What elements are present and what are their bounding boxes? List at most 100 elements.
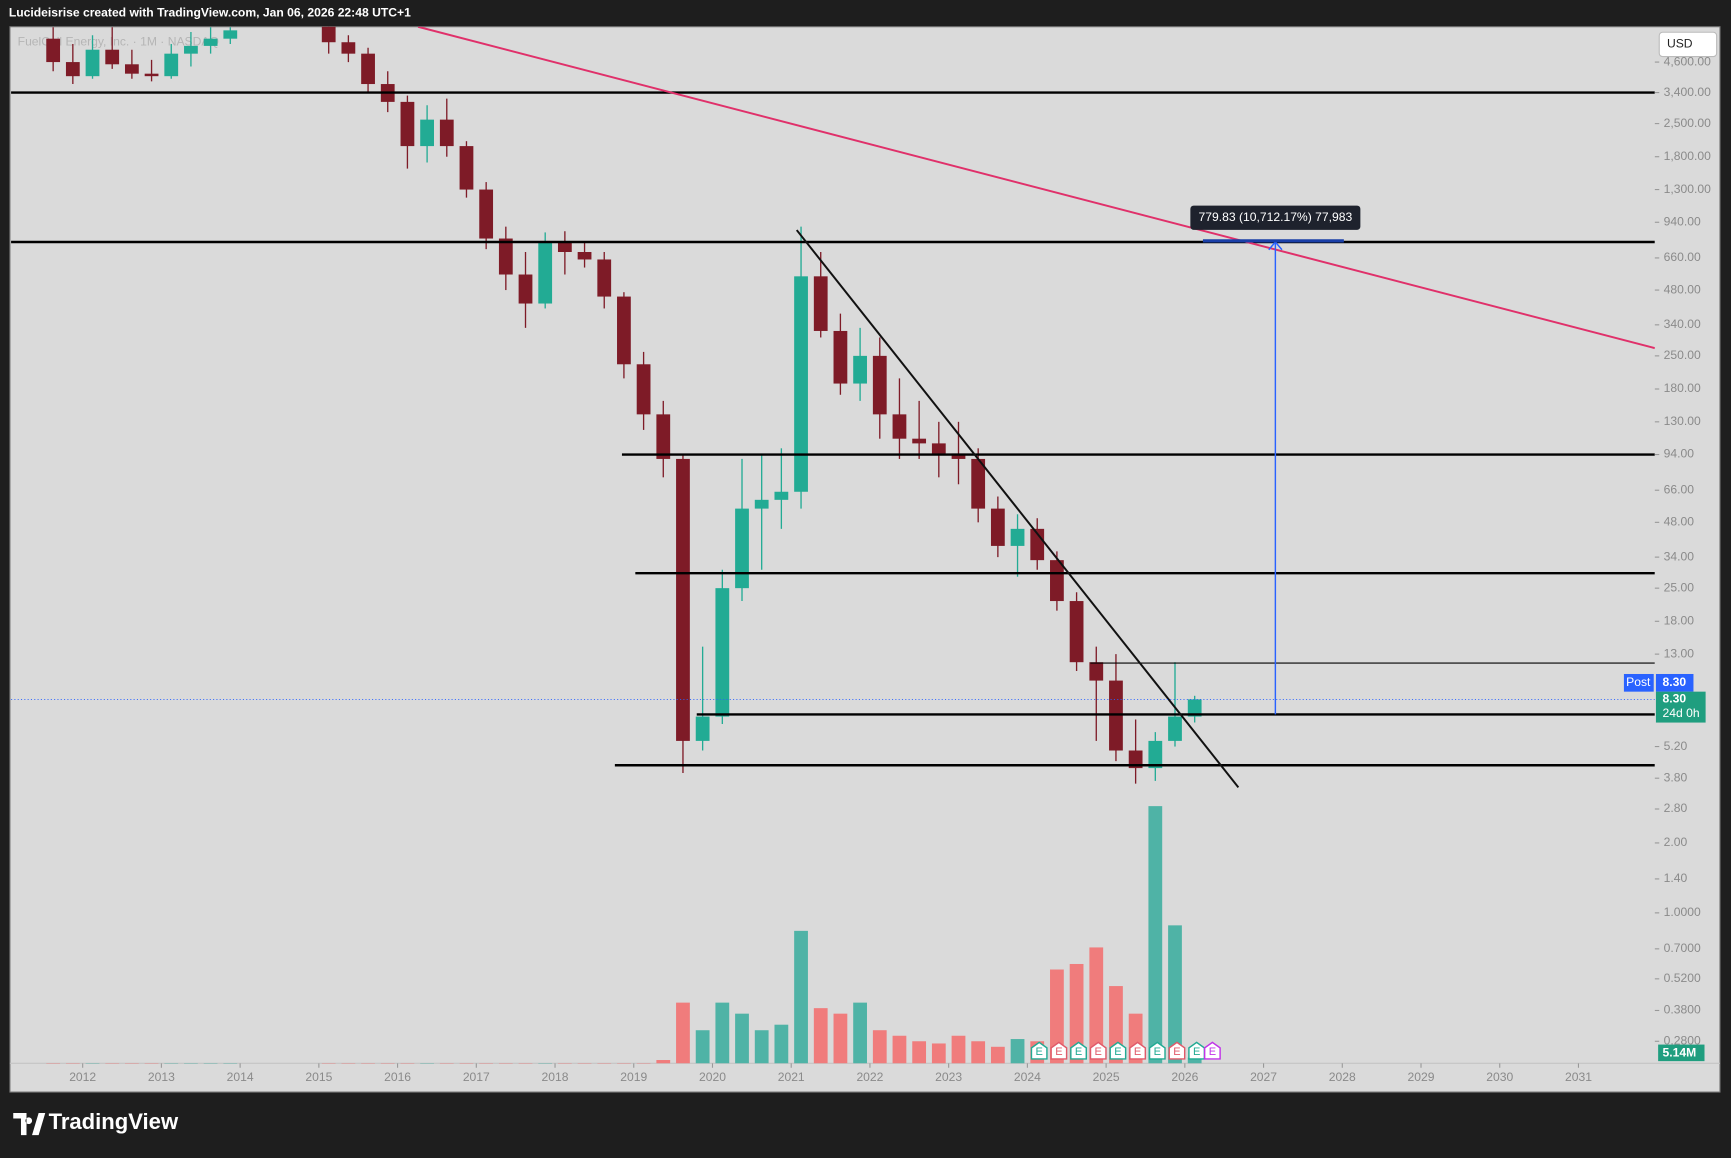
tv-logo: [13, 1113, 46, 1136]
earnings-marker: [1089, 1041, 1107, 1060]
volume-bar: [597, 1063, 612, 1064]
post-price: 8.30: [1663, 675, 1687, 689]
volume-bar: [951, 1035, 966, 1064]
x-tick-label: 2027: [1250, 1070, 1277, 1084]
volume-bar: [557, 1063, 572, 1064]
volume-bar: [459, 1063, 474, 1064]
volume-bar: [1069, 963, 1084, 1064]
candle-body: [754, 499, 769, 509]
candle-body: [971, 458, 986, 509]
header-caption: Lucideisrise created with TradingView.co…: [9, 6, 411, 20]
volume-bar: [853, 1002, 867, 1064]
x-tick-label: 2028: [1329, 1070, 1356, 1084]
earnings-marker: [1109, 1041, 1127, 1060]
volume-bar: [1010, 1039, 1025, 1064]
y-tick-label: 660.00: [1664, 250, 1701, 264]
volume-bar: [695, 1030, 710, 1064]
x-tick-label: 2022: [856, 1070, 883, 1084]
candle-body: [617, 296, 631, 365]
y-tick-label: 1.0000: [1664, 905, 1701, 919]
y-tick-label: 2.00: [1664, 835, 1688, 849]
y-tick-label: 1,800.00: [1664, 149, 1711, 163]
volume-bar: [636, 1063, 651, 1064]
axes: 4,600.00 3,400.00 2,500.00 1,800.00 1,300.00…: [69, 54, 1711, 1084]
candle-body: [341, 42, 356, 54]
y-tick-label: 180.00: [1664, 381, 1701, 395]
candle-body: [1050, 560, 1064, 602]
currency-button[interactable]: [1658, 31, 1718, 58]
y-tick-label: 3.80: [1664, 770, 1688, 784]
x-tick-label: 2016: [384, 1070, 411, 1084]
post-price-badge: [1655, 673, 1694, 692]
y-tick-label: 18.00: [1664, 613, 1695, 627]
candle-body: [735, 508, 749, 589]
y-tick-label: 1.40: [1664, 871, 1688, 885]
x-tick-label: 2026: [1171, 1070, 1198, 1084]
y-tick-label: 480.00: [1664, 282, 1701, 296]
candle-body: [479, 189, 494, 239]
candle-body: [774, 491, 789, 500]
volume-bar: [380, 1063, 395, 1064]
candle-body: [1010, 528, 1025, 546]
volume-bar: [439, 1063, 454, 1064]
earnings-marker: [1030, 1041, 1048, 1060]
candle-body: [597, 259, 612, 297]
y-tick-label: 340.00: [1664, 317, 1701, 331]
post-badge: [1623, 673, 1654, 692]
earnings-marker: [1168, 1041, 1186, 1060]
volume-bar: [1050, 969, 1064, 1064]
candle-body: [498, 238, 513, 275]
volume-bar: [1148, 806, 1163, 1064]
candle-body: [400, 101, 415, 147]
last-price: 8.30: [1663, 692, 1687, 706]
y-tick-label: 0.5200: [1664, 971, 1701, 985]
x-tick-label: 2015: [305, 1070, 332, 1084]
y-tick-label: 13.00: [1664, 646, 1695, 660]
y-tick-label: 250.00: [1664, 348, 1701, 362]
y-tick-label: 1,300.00: [1664, 182, 1711, 196]
earnings-label: E: [1095, 1046, 1102, 1058]
candle-body: [1168, 716, 1182, 741]
volume-bar: [400, 1063, 415, 1064]
candle-body: [361, 53, 375, 85]
volume-bar: [124, 1063, 139, 1064]
volume-bar: [931, 1043, 946, 1064]
candle-body: [46, 38, 61, 63]
x-tick-label: 2024: [1014, 1070, 1041, 1084]
earnings-marker: [1070, 1041, 1088, 1060]
y-tick-label: 0.7000: [1664, 941, 1701, 955]
volume-bar: [420, 1063, 434, 1064]
earnings-label: E: [1134, 1046, 1141, 1058]
measure-label-box: [1190, 205, 1361, 230]
x-tick-label: 2029: [1408, 1070, 1435, 1084]
candle-body: [85, 49, 100, 77]
y-tick-label: 3,400.00: [1664, 85, 1711, 99]
volume-bar: [833, 1013, 848, 1064]
candle-body: [833, 330, 848, 384]
earnings-label: E: [1193, 1046, 1200, 1058]
volume-bar: [144, 1063, 159, 1064]
y-tick-label: 4,600.00: [1664, 54, 1711, 68]
candle-body: [223, 30, 238, 39]
volume-bar: [715, 1002, 730, 1064]
x-tick-label: 2012: [69, 1070, 96, 1084]
volume-bar: [518, 1063, 533, 1064]
earnings-marker: [1188, 1041, 1206, 1060]
candle-body: [1089, 662, 1104, 681]
earnings-label: E: [1075, 1046, 1082, 1058]
candle-body: [105, 49, 120, 65]
candle-body: [65, 62, 80, 77]
volume-label: 5.14M: [1663, 1046, 1697, 1060]
x-tick-label: 2023: [935, 1070, 962, 1084]
x-tick-label: 2017: [463, 1070, 490, 1084]
candle-body: [1069, 601, 1084, 663]
currency-label[interactable]: USD: [1667, 37, 1693, 51]
candle-body: [518, 274, 533, 304]
candle-body: [164, 53, 179, 77]
earnings-marker: [1148, 1041, 1166, 1060]
trend-line: [417, 26, 1655, 350]
symbol-legend: FuelCell Energy, Inc. · 1M · NASDAQ: [18, 34, 219, 48]
earnings-marker: [1129, 1041, 1147, 1060]
plot-background: [9, 26, 1721, 1093]
earnings-marker: [1050, 1041, 1068, 1060]
